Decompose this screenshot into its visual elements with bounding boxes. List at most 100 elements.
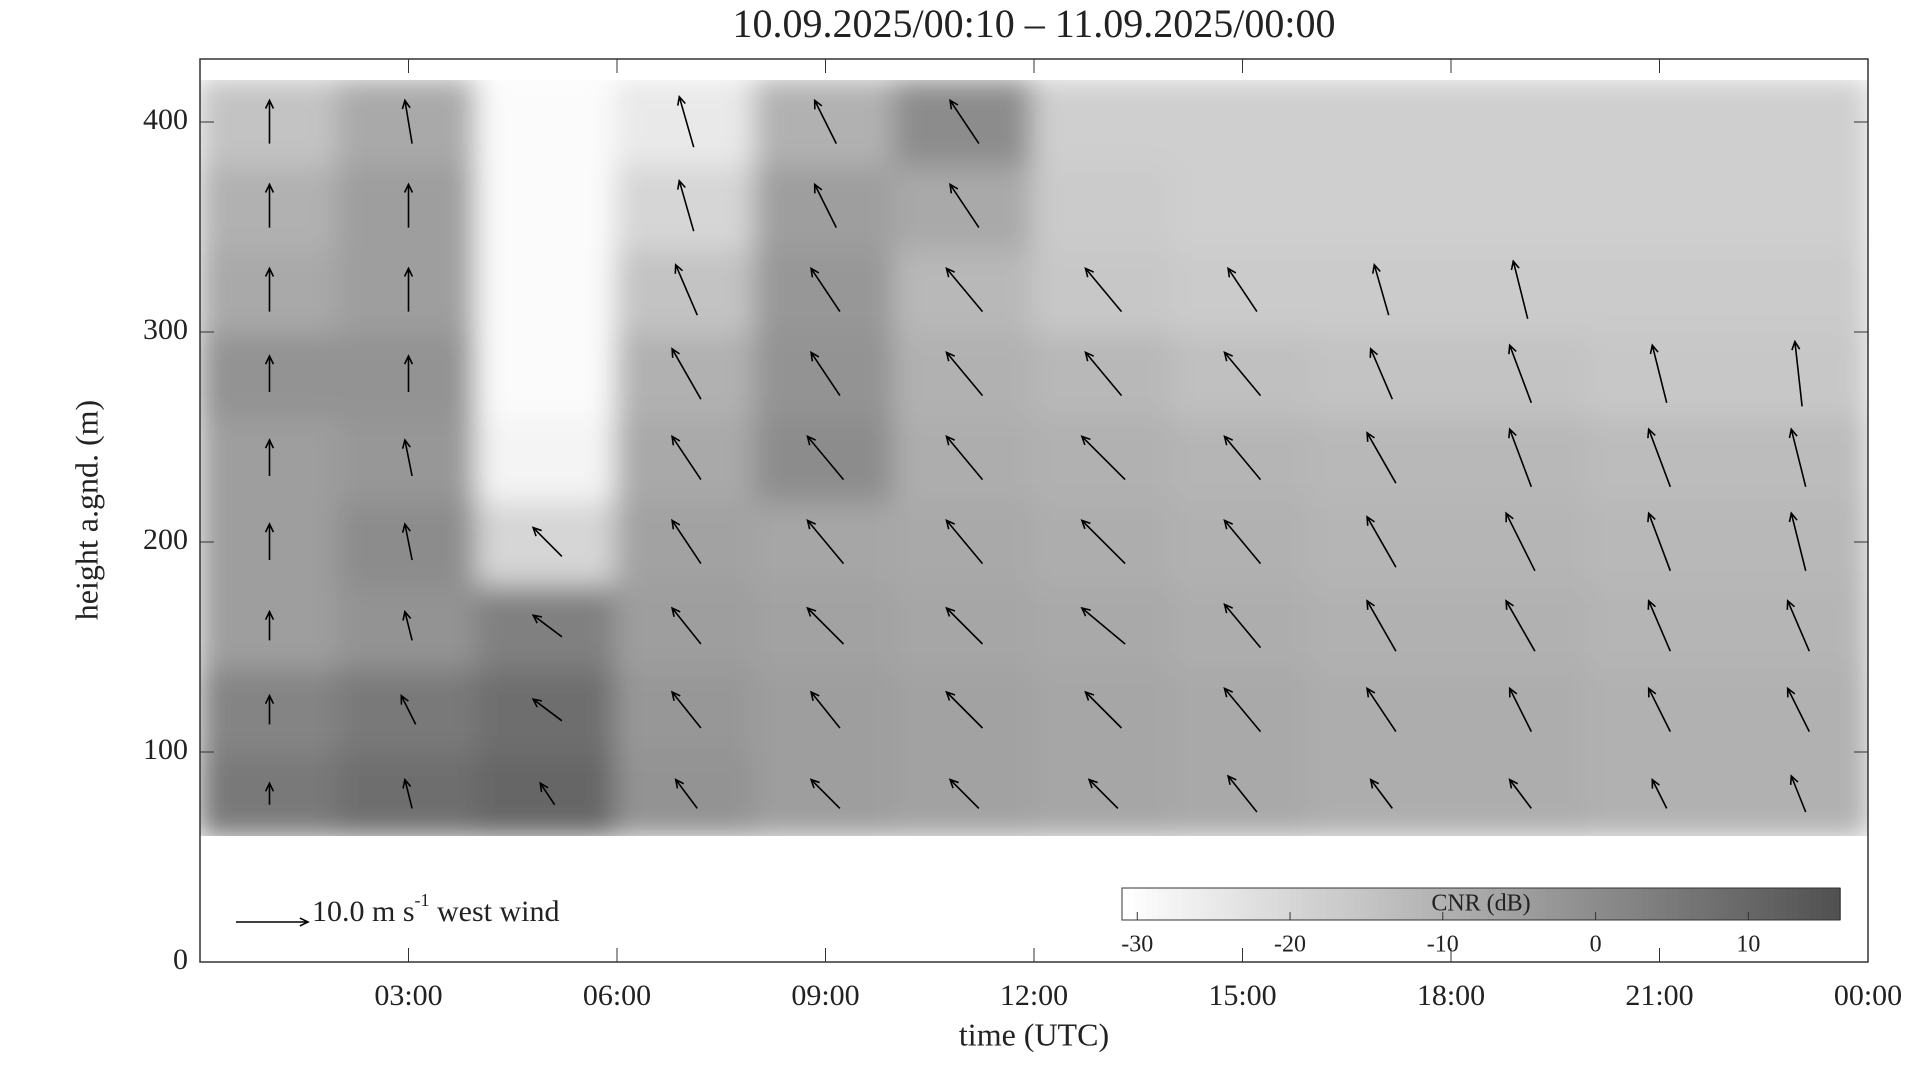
wind-arrow [945, 518, 984, 565]
wind-arrow [1366, 599, 1397, 652]
wind-arrow [1508, 686, 1533, 732]
colorbar-tick-label: -20 [1274, 932, 1306, 958]
colorbar-step [1726, 888, 1734, 920]
wind-arrow [1227, 266, 1258, 313]
wind-arrow [1508, 778, 1532, 809]
colorbar-step [1349, 888, 1357, 920]
wind-arrow [403, 182, 414, 228]
colorbar-step [1331, 888, 1339, 920]
wind-arrow [1366, 686, 1397, 733]
wind-arrow [670, 690, 702, 729]
y-tick-label: 400 [143, 103, 188, 136]
colorbar-step [1546, 888, 1554, 920]
colorbar-step [1564, 888, 1572, 920]
wind-arrow [1510, 259, 1529, 319]
colorbar-step [1169, 888, 1177, 920]
colorbar-step [1229, 888, 1237, 920]
colorbar-frame [1121, 887, 1841, 921]
colorbar-step [1660, 888, 1668, 920]
wind-arrow [806, 518, 845, 565]
colorbar-step [1301, 888, 1309, 920]
wind-arrow [674, 263, 699, 316]
colorbar-step [1457, 888, 1464, 920]
chart-title: 10.09.2025/00:10 – 11.09.2025/00:00 [733, 1, 1336, 46]
colorbar-step [1361, 888, 1369, 920]
colorbar-step [1582, 888, 1590, 920]
wind-arrow [1087, 778, 1119, 809]
wind-arrow [1223, 350, 1262, 397]
wind-arrow [1651, 777, 1668, 809]
colorbar-step [1397, 888, 1405, 920]
wind-arrow [949, 98, 980, 145]
colorbar-step [1205, 888, 1213, 920]
cnr-cell [476, 330, 619, 418]
cnr-cell [1727, 246, 1868, 334]
colorbar-step [1666, 888, 1674, 920]
colorbar-step [1588, 888, 1596, 920]
wind-arrow [1084, 690, 1123, 729]
colorbar-step [1570, 888, 1578, 920]
y-axis-label: height a.gnd. (m) [68, 400, 104, 620]
colorbar-step [1217, 888, 1225, 920]
wind-arrow [1786, 686, 1811, 732]
colorbar-step [1265, 888, 1273, 920]
wind-arrow [671, 347, 702, 400]
wind-arrow [1647, 511, 1672, 572]
colorbar-step [1373, 888, 1381, 920]
cnr-cell [200, 80, 341, 166]
reference-suffix: west wind [430, 895, 560, 928]
colorbar-step [1337, 888, 1345, 920]
wind-arrow [1371, 263, 1390, 316]
wind-arrow [1080, 519, 1126, 565]
colorbar-step [1624, 888, 1632, 920]
colorbar-step [1151, 888, 1159, 920]
colorbar-step [1528, 888, 1536, 920]
wind-arrow [1505, 599, 1536, 652]
cnr-cell [1588, 162, 1731, 250]
colorbar-step [1433, 888, 1440, 920]
colorbar-step [1439, 888, 1446, 920]
colorbar-step [1391, 888, 1399, 920]
colorbar-step [1163, 888, 1171, 920]
colorbar-step [1127, 888, 1135, 920]
wind-arrow [264, 522, 275, 560]
wind-arrow [676, 95, 695, 148]
colorbar-step [1139, 888, 1147, 920]
colorbar-step [1672, 888, 1680, 920]
wind-arrow [1369, 778, 1393, 809]
wind-arrow [948, 778, 980, 809]
colorbar-step [1481, 888, 1488, 920]
colorbar-step [1690, 888, 1698, 920]
wind-arrow [403, 266, 414, 312]
reference-superscript: -1 [415, 890, 430, 910]
colorbar-step [1606, 888, 1614, 920]
y-tick-label: 100 [143, 733, 188, 766]
colorbar-step [1630, 888, 1638, 920]
wind-arrow [670, 606, 702, 645]
colorbar-step [1540, 888, 1548, 920]
colorbar-step [1720, 888, 1728, 920]
colorbar-step [1822, 888, 1829, 920]
cnr-cell [200, 162, 341, 250]
cnr-cell [1727, 80, 1868, 166]
y-tick-label: 300 [143, 313, 188, 346]
colorbar-step [1774, 888, 1781, 920]
wind-arrow [674, 778, 698, 809]
wind-arrow [403, 354, 414, 392]
colorbar-step [1504, 888, 1512, 920]
colorbar-step [1816, 888, 1823, 920]
wind-arrow [813, 182, 838, 228]
cnr-cell [1727, 582, 1868, 670]
cnr-cell [200, 666, 341, 754]
colorbar-step [1552, 888, 1560, 920]
colorbar-tick-label: -10 [1427, 932, 1459, 958]
cnr-cell [1310, 80, 1453, 166]
wind-arrow [1084, 266, 1123, 313]
colorbar-step [1199, 888, 1207, 920]
wind-arrow [1649, 343, 1668, 403]
wind-arrow [1647, 427, 1672, 488]
wind-vectors [264, 95, 1811, 813]
colorbar-step [1684, 888, 1692, 920]
colorbar-step [1145, 888, 1153, 920]
